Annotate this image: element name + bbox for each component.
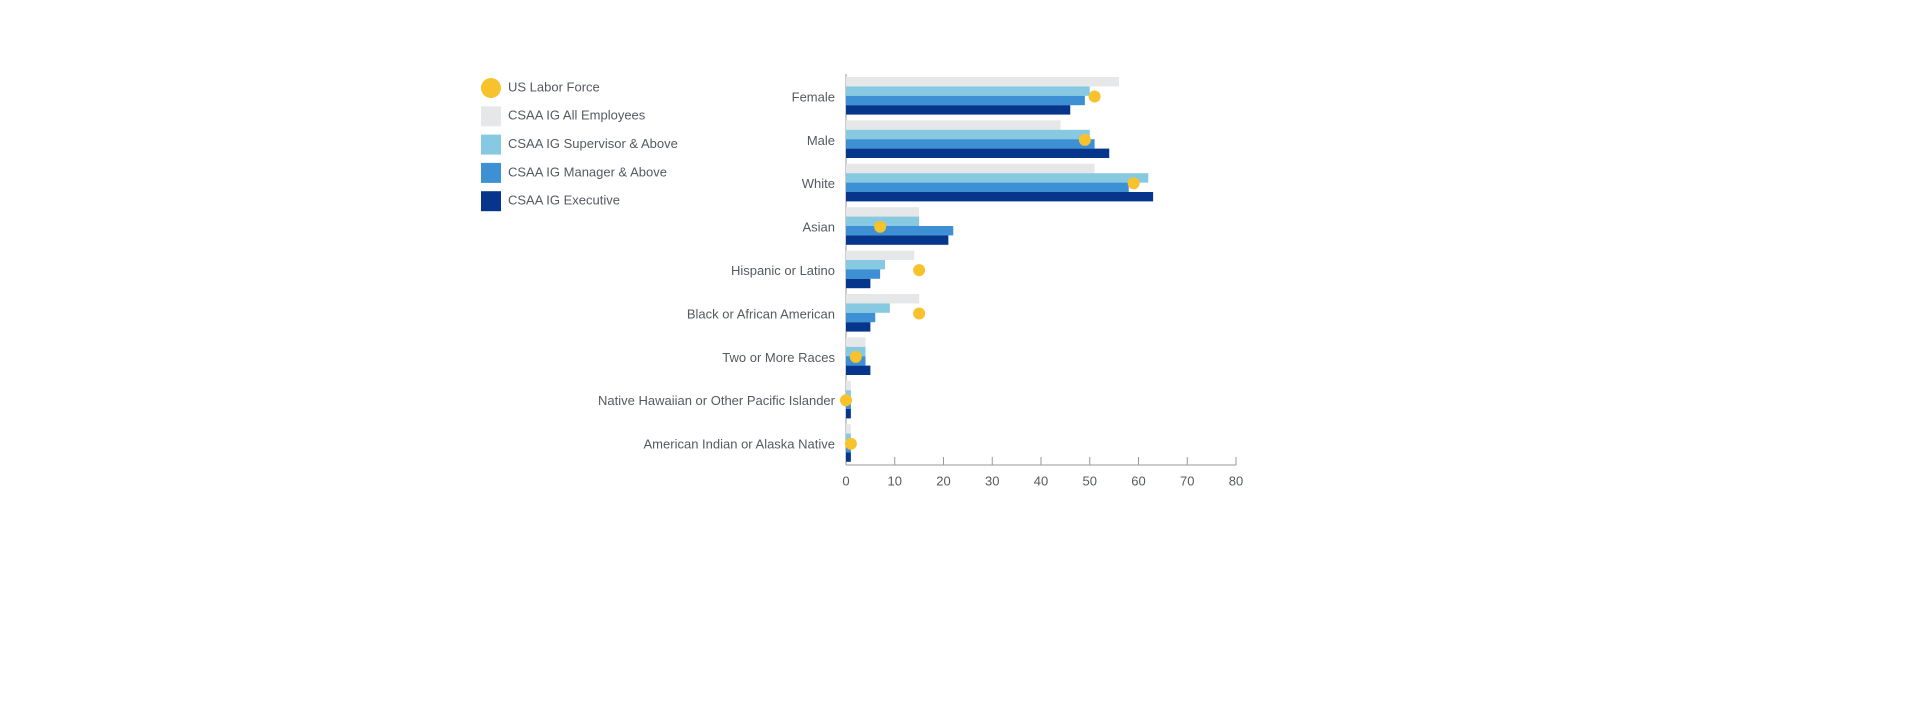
bar [846,105,1071,115]
bar [846,278,871,289]
legend-swatch [481,78,501,98]
category-label: Hispanic or Latino [731,263,835,278]
legend-label: CSAA IG Manager & Above [508,164,667,179]
category-label: Native Hawaiian or Other Pacific Islande… [598,393,836,408]
bar [846,312,876,323]
legend-label: CSAA IG Supervisor & Above [508,136,678,151]
legend-label: CSAA IG All Employees [508,108,646,123]
dot [840,394,852,407]
bar [846,235,949,245]
bar [846,380,851,391]
category-label: White [802,176,835,191]
category-label: Two or More Races [722,350,835,365]
bar [846,163,1095,174]
dot [844,437,857,450]
x-tick-label: 20 [936,473,950,488]
bar [846,120,1061,130]
x-tick-label: 30 [985,473,999,488]
legend-label: CSAA IG Executive [508,193,620,208]
legend-swatch [481,162,501,183]
category-label: Asian [802,220,835,235]
bar [846,86,1090,96]
legend-label: US Labor Force [508,79,600,94]
x-tick-label: 80 [1229,473,1243,488]
bar [846,226,954,236]
category-label: Black or African American [687,306,835,321]
bar [846,303,890,313]
dot [849,350,862,363]
category-label: Male [807,133,835,148]
x-tick-label: 10 [888,473,902,488]
dot [1078,133,1091,146]
bar [846,337,866,347]
bar [846,129,1090,140]
bar [846,139,1095,149]
bar [846,409,851,419]
dot [913,264,926,277]
bar [846,250,915,260]
bar [846,148,1110,158]
bar [846,452,851,462]
dot [1088,90,1101,103]
bar [846,192,1154,202]
bar [846,269,881,279]
dot [913,307,926,320]
x-tick-label: 0 [842,473,849,488]
category-label: American Indian or Alaska Native [644,437,835,452]
bar [846,365,871,375]
x-tick-label: 60 [1131,473,1145,488]
bar [846,173,1149,183]
bar [846,424,851,434]
category-label: Female [792,89,835,104]
bar [846,260,885,270]
legend-swatch [481,134,501,155]
bar [846,182,1129,192]
bar [846,95,1085,106]
bar [846,322,871,332]
bar [846,294,920,304]
bar [846,207,920,217]
legend-swatch [481,191,501,212]
legend-swatch [481,106,501,127]
dot [1127,177,1140,190]
dot [874,220,887,233]
x-tick-label: 70 [1180,473,1194,488]
bar [846,77,1119,87]
x-tick-label: 40 [1034,473,1048,488]
x-tick-label: 50 [1083,473,1097,488]
